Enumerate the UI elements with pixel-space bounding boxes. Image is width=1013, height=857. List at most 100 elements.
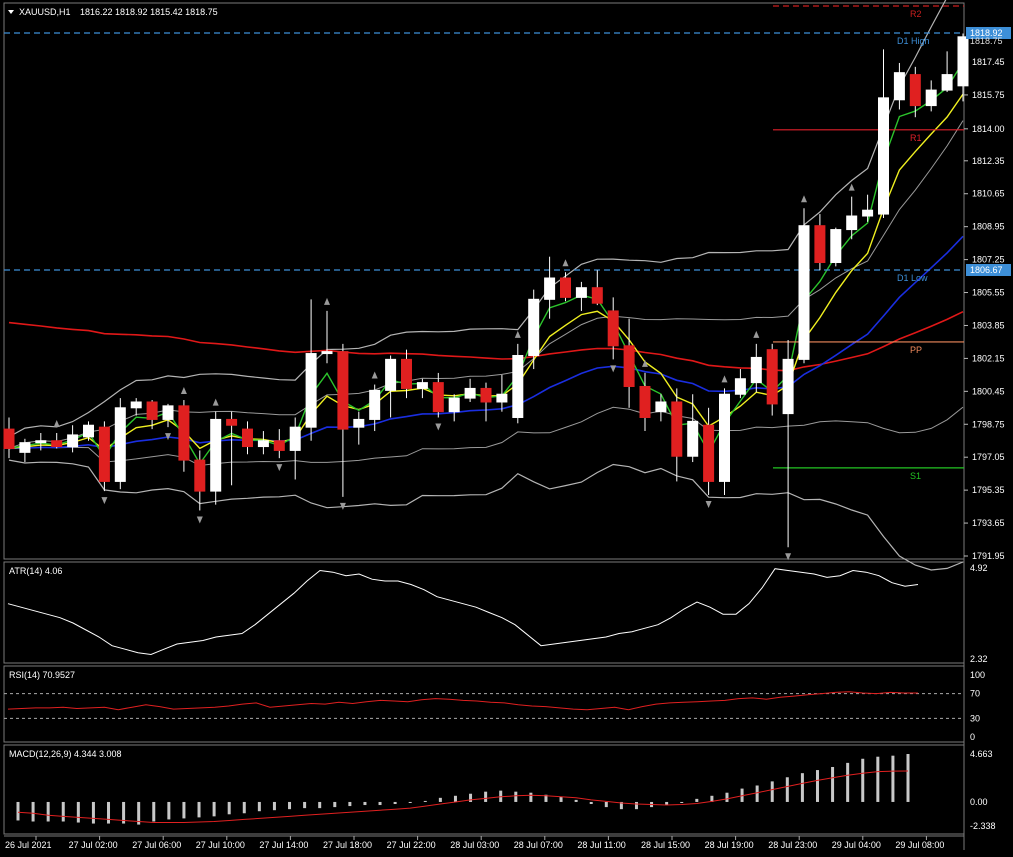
candle-body	[878, 97, 889, 215]
macd-histogram-bar	[242, 801, 246, 814]
macd-histogram-bar	[619, 801, 623, 810]
macd-histogram-bar	[182, 801, 186, 819]
candle-body	[337, 351, 349, 430]
macd-histogram-bar	[710, 795, 714, 802]
macd-histogram-bar	[363, 801, 367, 806]
candle-body	[369, 389, 381, 420]
low-price-tag: 1806.67	[970, 265, 1003, 275]
candle-body	[416, 382, 428, 389]
fractal-down-icon	[101, 497, 108, 505]
macd-histogram-bar	[695, 798, 699, 802]
candle-body	[305, 353, 317, 428]
price-tick-label: 1810.65	[972, 189, 1005, 199]
macd-histogram-bar	[288, 801, 292, 810]
macd-tick-label: 4.663	[970, 749, 993, 759]
price-tick-label: 1795.35	[972, 485, 1005, 495]
macd-histogram-bar	[408, 801, 412, 803]
macd-histogram-bar	[544, 794, 548, 802]
candle-body	[671, 401, 683, 457]
collapse-triangle-icon[interactable]	[8, 10, 14, 14]
macd-histogram-bar	[815, 770, 819, 802]
macd-histogram-bar	[740, 788, 744, 802]
bollinger-lower-outer	[8, 459, 964, 571]
rsi-title: RSI(14) 70.9527	[9, 670, 75, 680]
time-tick-label: 28 Jul 15:00	[641, 840, 690, 850]
macd-histogram-bar	[107, 801, 111, 824]
fractal-up-icon	[212, 398, 219, 406]
time-tick-label: 26 Jul 2021	[5, 840, 52, 850]
candle-body	[560, 277, 571, 298]
candle-body	[464, 387, 476, 399]
macd-histogram-bar	[122, 801, 126, 824]
fractal-down-icon	[339, 502, 346, 510]
macd-histogram-bar	[212, 801, 216, 817]
fractal-up-icon	[53, 419, 60, 427]
macd-histogram-bar	[227, 801, 231, 815]
time-tick-label: 27 Jul 18:00	[323, 840, 372, 850]
candle-body	[67, 434, 79, 448]
candle-body	[957, 36, 969, 87]
atr-tick-label: 2.32	[970, 654, 988, 664]
atr-title: ATR(14) 4.06	[9, 566, 62, 576]
fractal-up-icon	[642, 359, 648, 367]
macd-histogram-bar	[680, 801, 684, 803]
macd-histogram-bar	[665, 801, 669, 806]
candle-body	[512, 354, 524, 418]
candle-body	[591, 287, 603, 304]
candle-body	[178, 405, 190, 461]
time-tick-label: 29 Jul 08:00	[895, 840, 944, 850]
macd-histogram-bar	[725, 792, 729, 802]
bollinger-lower-inner	[9, 406, 964, 467]
macd-histogram-bar	[438, 797, 442, 802]
macd-histogram-bar	[559, 796, 563, 802]
macd-histogram-bar	[770, 781, 774, 802]
candle-body	[496, 393, 508, 403]
price-tick-label: 1808.95	[972, 222, 1005, 232]
macd-histogram-bar	[831, 766, 835, 802]
macd-histogram-bar	[167, 801, 171, 820]
price-tick-label: 1793.65	[972, 518, 1005, 528]
candle-body	[114, 407, 126, 482]
atr-line	[7, 568, 919, 656]
macd-histogram-bar	[876, 756, 880, 802]
price-tick-label: 1798.75	[972, 419, 1005, 429]
candle-body	[273, 440, 285, 451]
macd-histogram-bar	[484, 791, 488, 802]
candle-body	[321, 351, 333, 355]
price-tick-label: 1802.15	[972, 353, 1005, 363]
time-tick-label: 27 Jul 14:00	[259, 840, 308, 850]
macd-panel	[3, 744, 965, 835]
price-tick-label: 1812.35	[972, 156, 1005, 166]
macd-histogram-bar	[318, 801, 322, 809]
candle-body	[401, 358, 412, 389]
macd-histogram-bar	[61, 801, 65, 822]
price-tick-label: 1817.45	[972, 57, 1005, 67]
candle-body	[353, 418, 365, 428]
rsi-tick-label: 70	[970, 689, 980, 699]
macd-histogram-bar	[152, 801, 156, 822]
macd-histogram-bar	[453, 795, 457, 802]
macd-histogram-bar	[197, 801, 201, 818]
candle-body	[528, 298, 540, 356]
candle-body	[146, 401, 158, 420]
candle-body	[925, 89, 937, 107]
candle-body	[846, 215, 858, 231]
rsi-tick-label: 0	[970, 732, 975, 742]
price-tick-label: 1805.55	[972, 288, 1005, 298]
time-tick-label: 27 Jul 02:00	[69, 840, 118, 850]
candle-body	[130, 401, 142, 409]
macd-histogram-bar	[574, 799, 578, 802]
level-label-s1: S1	[910, 471, 921, 481]
macd-histogram-bar	[469, 793, 473, 802]
macd-histogram-bar	[16, 801, 20, 821]
candle-body	[51, 440, 63, 448]
price-tick-label: 1791.95	[972, 551, 1005, 561]
candle-body	[893, 72, 905, 101]
time-tick-label: 29 Jul 04:00	[832, 840, 881, 850]
candle-body	[35, 440, 47, 444]
price-tick-label: 1797.05	[972, 452, 1005, 462]
fractal-down-icon	[165, 433, 171, 441]
price-tick-label: 1807.25	[972, 255, 1005, 265]
time-tick-label: 27 Jul 22:00	[387, 840, 436, 850]
